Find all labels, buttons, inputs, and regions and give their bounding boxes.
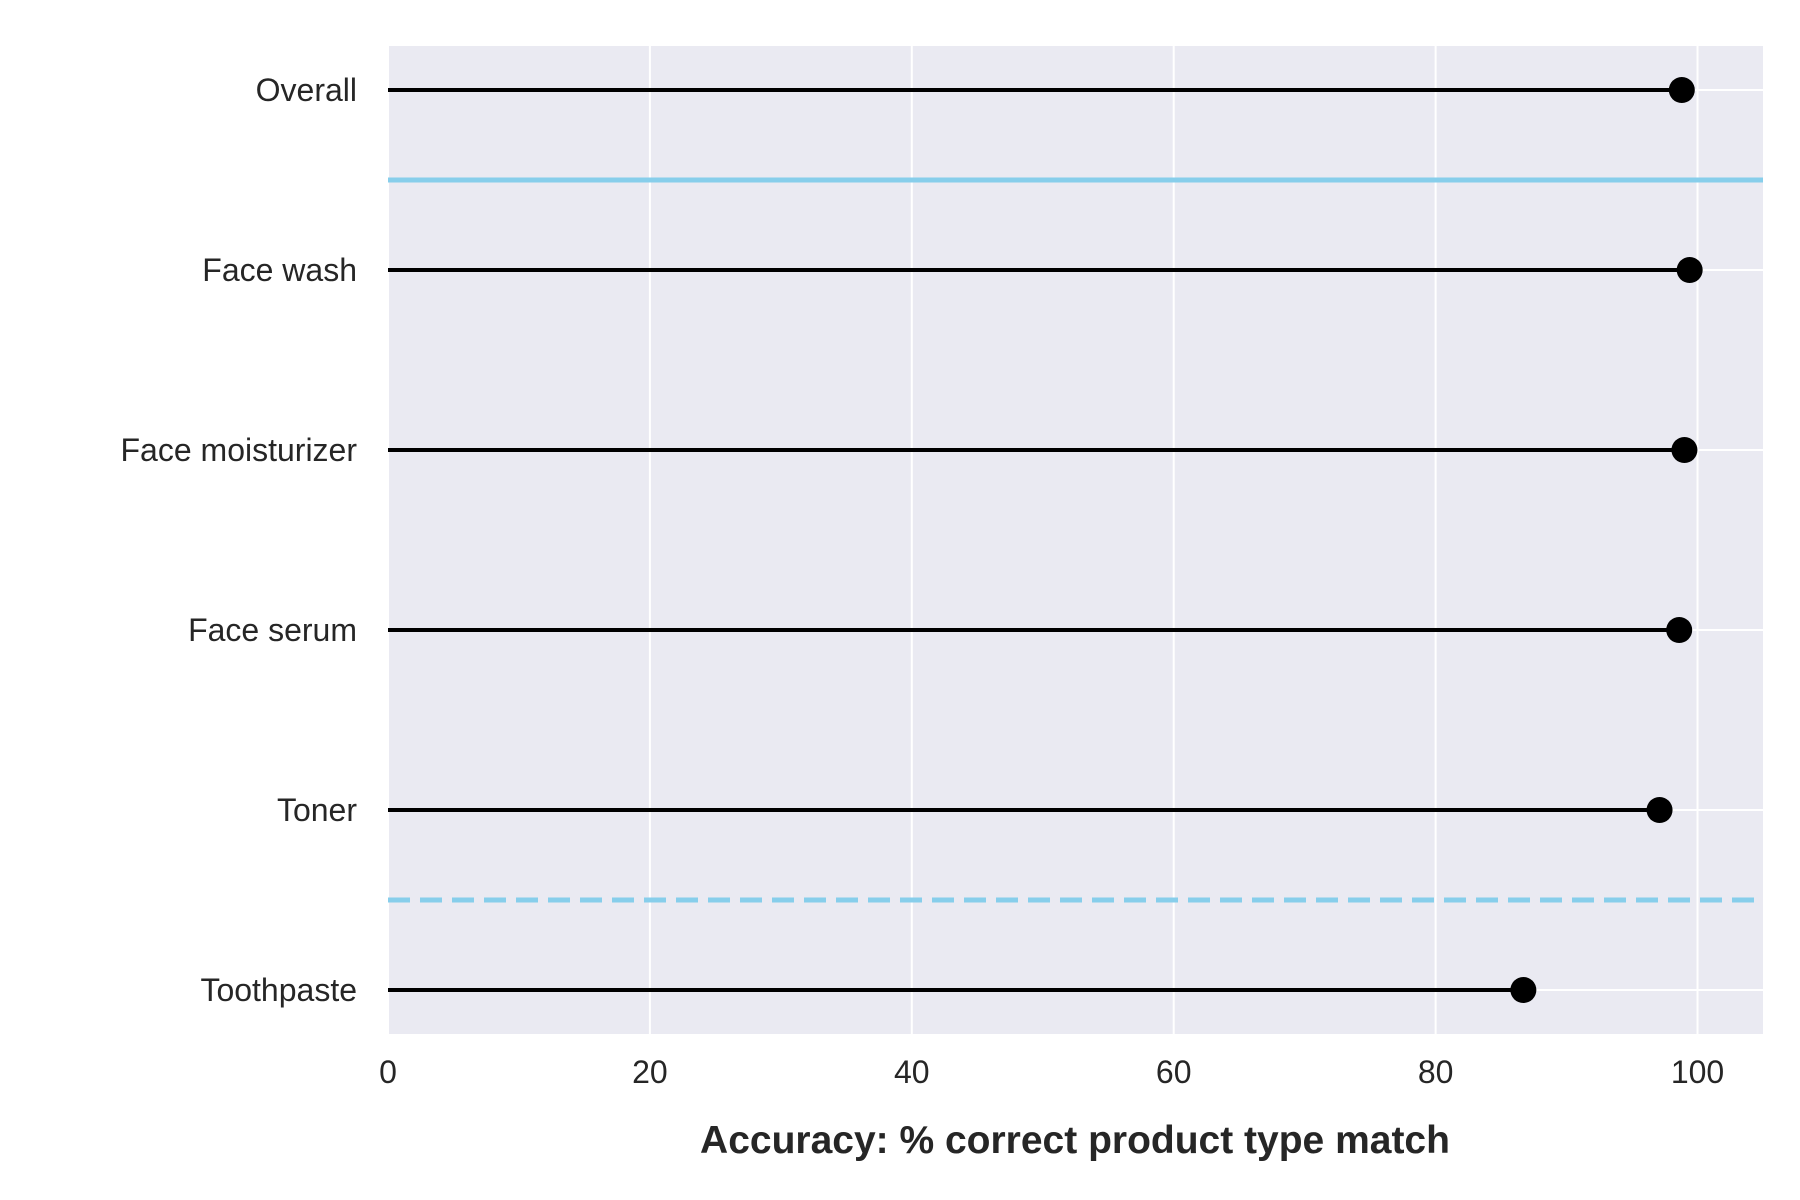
lollipop-marker [1671,437,1698,463]
lollipop-stems [388,88,1690,992]
x-tick-label: 100 [1671,1054,1724,1090]
plot-background [388,46,1763,1034]
x-axis-title: Accuracy: % correct product type match [700,1119,1450,1162]
lollipop-marker [1676,257,1703,283]
lollipop-markers [1510,77,1703,1003]
y-tick-label: Face wash [202,252,357,288]
y-tick-label: Face moisturizer [121,432,358,468]
x-tick-label: 40 [894,1054,930,1090]
group-separators [388,177,1763,903]
x-tick-label: 20 [632,1054,668,1090]
y-tick-label: Overall [256,72,357,108]
y-tick-label: Toner [277,792,357,828]
y-tick-label: Toothpaste [200,972,357,1008]
y-tick-label: Face serum [188,612,357,648]
lollipop-marker [1668,77,1695,103]
x-tick-label: 0 [379,1054,397,1090]
x-tick-labels: 0 20 40 60 80 100 [379,1054,1724,1090]
x-tick-label: 60 [1156,1054,1192,1090]
lollipop-marker [1666,617,1693,643]
lollipop-marker [1510,977,1537,1003]
x-tick-label: 80 [1418,1054,1454,1090]
lollipop-marker [1646,797,1673,823]
y-tick-labels: Overall Face wash Face moisturizer Face ser… [121,72,358,1008]
